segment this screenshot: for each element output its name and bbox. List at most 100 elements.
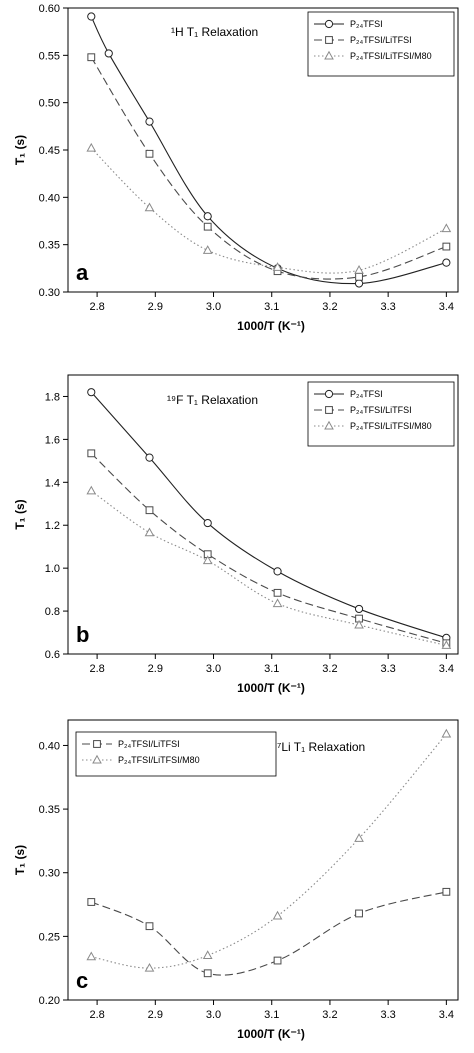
series-line-triangle <box>90 490 447 646</box>
data-point-triangle <box>144 202 155 212</box>
chart-panel-b: 2.8 2.9 3.0 3.1 3.2 3.3 3.4 0.6 0.8 1.0 1.2 1.4 1.6 1… <box>13 374 459 695</box>
data-point-square <box>145 506 154 515</box>
data-point-circle <box>145 453 154 462</box>
data-point-triangle <box>144 962 155 972</box>
data-point-triangle <box>441 728 452 738</box>
x-axis-title: 1000/T (K⁻¹) <box>237 681 305 695</box>
panel-annotation: ⁷Li T₁ Relaxation <box>277 740 365 754</box>
data-point-triangle <box>202 555 213 565</box>
y-tick-label: 0.30 <box>39 287 60 299</box>
series-line-triangle <box>90 147 447 274</box>
legend-entry: P₂₄TFSI/LiTFSI <box>350 35 412 45</box>
x-tick-label: 2.8 <box>89 663 104 675</box>
x-tick-label: 3.4 <box>439 663 454 675</box>
data-point-square <box>87 898 96 906</box>
data-point-circle <box>87 12 96 21</box>
legend-marker-triangle <box>324 420 334 430</box>
legend-entry: P₂₄TFSI <box>350 389 383 399</box>
y-tick-label: 0.20 <box>39 995 60 1007</box>
legend-entry: P₂₄TFSI/LiTFSI/M80 <box>118 755 200 765</box>
data-point-square <box>355 272 363 281</box>
legend-entry: P₂₄TFSI/LiTFSI <box>350 405 412 415</box>
series-line-triangle <box>91 733 447 969</box>
chart-panel-a: 2.8 2.9 3.0 3.1 3.2 3.3 3.4 0.30 0.35 0.40 0.45 0.5… <box>13 3 459 333</box>
y-axis-title: T₁ (s) <box>13 499 27 529</box>
x-tick-label: 3.1 <box>264 301 279 313</box>
legend-entry: P₂₄TFSI/LiTFSI/M80 <box>350 421 432 431</box>
y-tick-label: 0.50 <box>39 98 60 110</box>
legend-marker-circle <box>324 19 334 29</box>
x-tick-label: 2.8 <box>89 301 104 313</box>
x-tick-label: 3.2 <box>322 301 337 313</box>
x-tick-label: 3.3 <box>381 1009 396 1021</box>
data-point-square <box>145 922 154 931</box>
data-point-circle <box>273 567 282 576</box>
y-tick-label: 0.55 <box>39 50 60 62</box>
x-axis-title: 1000/T (K⁻¹) <box>237 319 305 333</box>
x-tick-label: 3.2 <box>322 663 337 675</box>
y-tick-label: 0.30 <box>39 868 60 880</box>
data-point-square <box>203 222 212 231</box>
y-tick-label: 0.35 <box>39 804 60 816</box>
legend-entry: P₂₄TFSI/LiTFSI <box>118 739 180 749</box>
y-axis-title: T₁ (s) <box>13 135 27 165</box>
data-point-square <box>273 956 282 965</box>
x-tick-label: 3.1 <box>264 1009 279 1021</box>
data-point-triangle <box>86 951 97 961</box>
y-tick-label: 0.40 <box>39 740 60 752</box>
data-point-triangle <box>86 142 97 152</box>
legend: P₂₄TFSI P₂₄TFSI/LiTFSI P₂₄TFSI/LiTFSI/M80 <box>307 381 455 447</box>
data-point-triangle <box>272 262 283 271</box>
legend-marker-triangle <box>92 754 102 764</box>
y-tick-label: 0.8 <box>45 606 60 618</box>
x-tick-label: 3.1 <box>264 663 279 675</box>
legend-marker-triangle <box>324 50 334 60</box>
y-tick-label: 0.40 <box>39 192 60 204</box>
panel-letter: b <box>76 622 89 647</box>
legend: P₂₄TFSI/LiTFSI P₂₄TFSI/LiTFSI/M80 <box>75 731 277 777</box>
x-tick-label: 2.9 <box>148 663 163 675</box>
y-tick-label: 1.6 <box>45 434 60 446</box>
data-point-circle <box>203 518 212 528</box>
x-tick-label: 3.3 <box>381 663 396 675</box>
x-tick-label: 3.0 <box>206 301 221 313</box>
chart-panel-c: 2.8 2.9 3.0 3.1 3.2 3.3 3.4 0.20 0.25 0.30 0.35 0.4… <box>13 719 459 1041</box>
data-point-square <box>203 969 212 978</box>
legend-marker-square <box>93 740 101 748</box>
legend: P₂₄TFSI P₂₄TFSI/LiTFSI P₂₄TFSI/LiTFSI/M80 <box>307 11 455 77</box>
legend-entry: P₂₄TFSI/LiTFSI/M80 <box>350 51 432 61</box>
data-point-triangle <box>144 527 155 537</box>
x-tick-label: 3.4 <box>439 301 454 313</box>
data-point-circle <box>354 604 364 614</box>
plot-frame <box>67 374 459 655</box>
panel-letter: c <box>76 968 88 993</box>
series-line-circle <box>90 391 447 639</box>
y-tick-label: 0.6 <box>45 649 60 661</box>
data-point-triangle <box>86 485 97 495</box>
legend-marker-square <box>325 406 333 414</box>
legend-box <box>75 731 277 777</box>
data-point-circle <box>104 49 113 58</box>
data-point-triangle <box>272 598 283 608</box>
data-point-square <box>442 242 451 251</box>
x-tick-label: 3.0 <box>206 663 221 675</box>
data-point-triangle <box>441 640 452 649</box>
x-tick-label: 2.9 <box>148 301 163 313</box>
panel-letter: a <box>76 260 89 285</box>
data-point-triangle <box>441 223 452 233</box>
y-tick-label: 1.8 <box>45 391 60 403</box>
y-tick-label: 1.4 <box>45 477 60 489</box>
y-tick-label: 1.2 <box>45 520 60 532</box>
data-point-square <box>442 887 451 896</box>
data-point-triangle <box>354 833 364 842</box>
x-tick-label: 3.4 <box>439 1009 454 1021</box>
x-tick-label: 3.3 <box>381 301 396 313</box>
data-point-square <box>273 588 282 597</box>
data-point-triangle <box>202 950 213 959</box>
data-point-circle <box>442 258 451 267</box>
series-line-square <box>90 56 447 280</box>
data-point-triangle <box>272 910 283 920</box>
data-point-circle <box>354 279 364 288</box>
data-point-triangle <box>202 245 213 254</box>
